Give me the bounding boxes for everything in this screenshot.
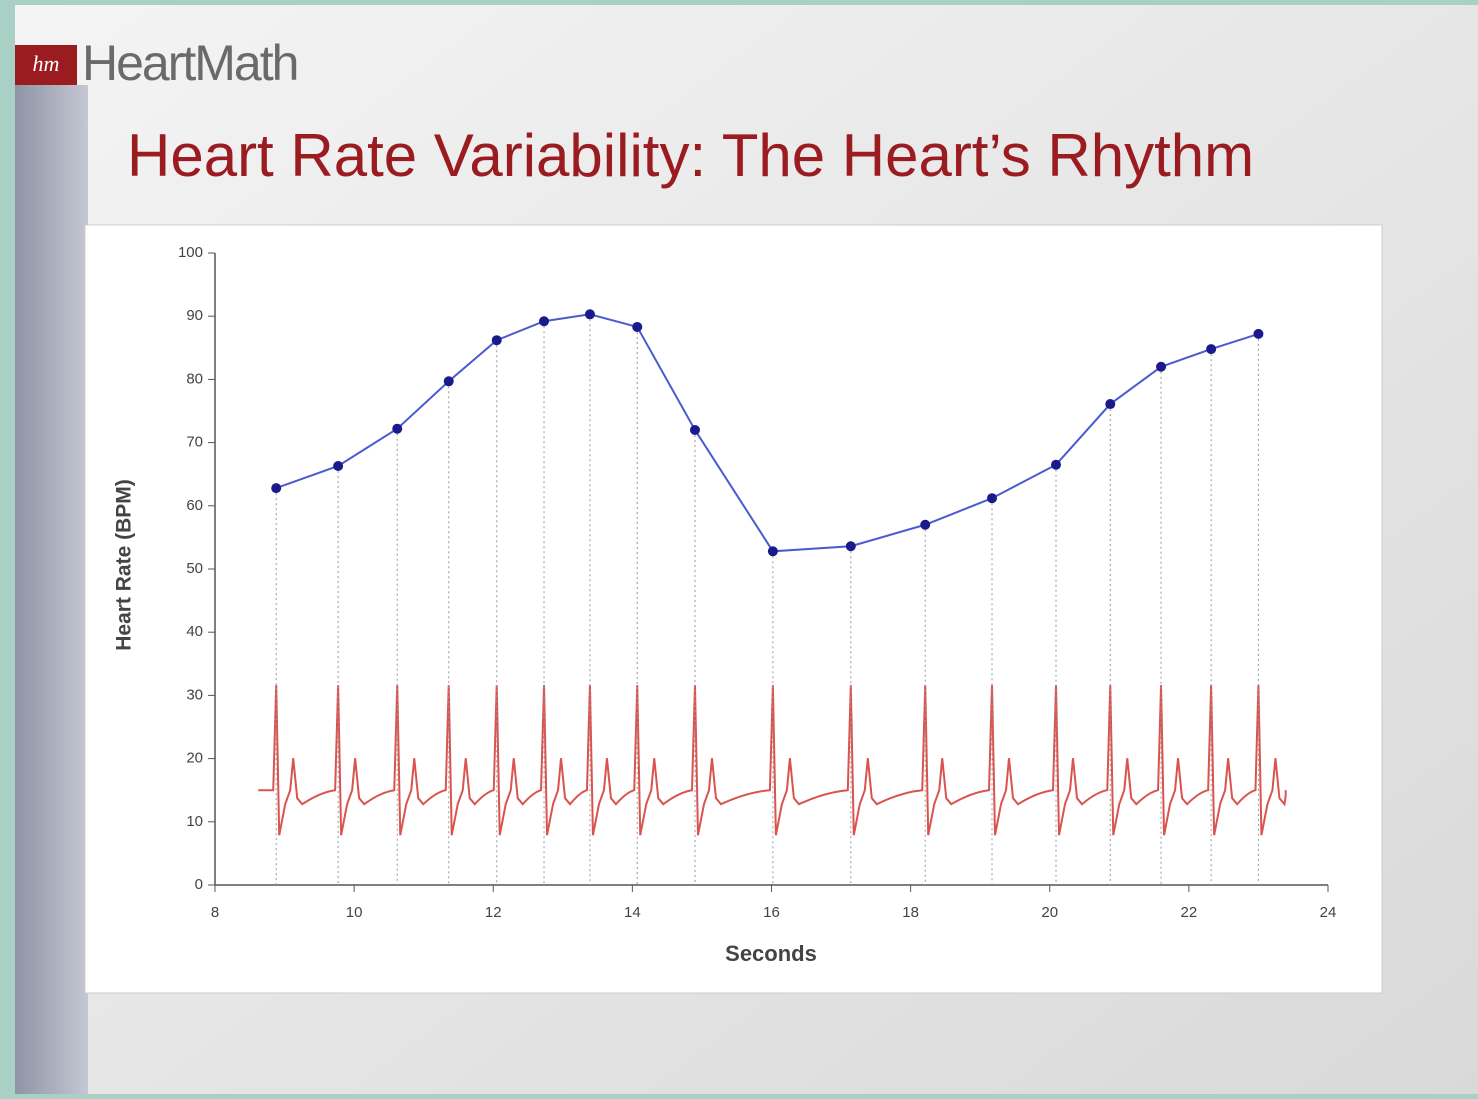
- y-tick-label: 30: [186, 686, 203, 703]
- heart-rate-point: [767, 546, 778, 557]
- x-tick-label: 16: [763, 904, 780, 921]
- x-tick-label: 10: [346, 904, 363, 921]
- x-tick-label: 14: [624, 904, 641, 921]
- heart-rate-point: [632, 321, 643, 332]
- ecg-trace: [258, 685, 1287, 836]
- heart-rate-point: [845, 541, 856, 552]
- y-tick-label: 50: [186, 560, 203, 577]
- heart-rate-point: [920, 519, 931, 530]
- logo-mark: hm: [33, 51, 60, 76]
- y-tick-label: 10: [186, 813, 203, 830]
- x-tick-label: 8: [211, 904, 219, 921]
- slide-title: Heart Rate Variability: The Heart’s Rhyt…: [127, 122, 1254, 189]
- x-tick-label: 20: [1041, 904, 1058, 921]
- heart-rate-point: [491, 335, 502, 346]
- x-tick-label: 12: [485, 904, 502, 921]
- heart-rate-point: [1206, 344, 1217, 355]
- x-tick-label: 22: [1181, 904, 1198, 921]
- heart-rate-point: [689, 424, 700, 435]
- chart-panel: [84, 224, 1383, 994]
- x-tick-label: 18: [902, 904, 919, 921]
- logo-name: HeartMath: [82, 35, 297, 91]
- y-tick-label: 60: [186, 497, 203, 514]
- logo-box: [15, 45, 77, 85]
- x-tick-label: 24: [1320, 904, 1337, 921]
- heart-rate-point: [539, 316, 550, 327]
- heart-rate-line: [275, 313, 1259, 553]
- heart-rate-point: [987, 493, 998, 504]
- heart-rate-point: [443, 376, 454, 387]
- heart-rate-point: [584, 309, 595, 320]
- heart-rate-point: [1105, 399, 1116, 410]
- y-tick-label: 100: [178, 244, 203, 261]
- y-tick-label: 40: [186, 623, 203, 640]
- heart-rate-point: [1051, 459, 1062, 470]
- y-tick-label: 70: [186, 434, 203, 451]
- heart-rate-point: [1156, 361, 1167, 372]
- y-axis-label: Heart Rate (BPM): [113, 479, 136, 651]
- y-tick-label: 20: [186, 750, 203, 767]
- y-tick-label: 80: [186, 370, 203, 387]
- heart-rate-point: [333, 460, 344, 471]
- side-strip: [15, 85, 88, 1094]
- y-tick-label: 0: [195, 876, 203, 893]
- x-axis-label: Seconds: [725, 941, 817, 966]
- y-tick-label: 90: [186, 307, 203, 324]
- heart-rate-point: [271, 483, 282, 494]
- heart-rate-point: [1253, 328, 1264, 339]
- heart-rate-point: [392, 423, 403, 434]
